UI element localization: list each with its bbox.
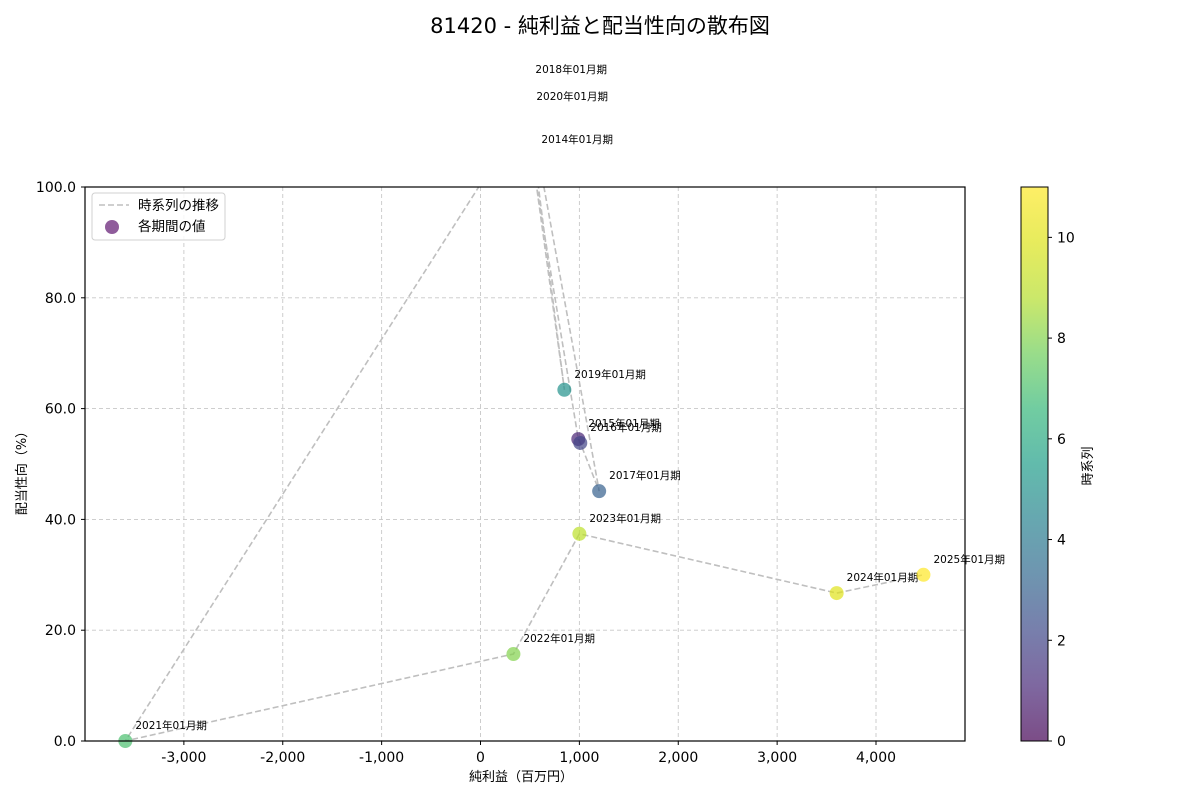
y-axis-ticks: 0.0 20.0 40.0 60.0 80.0 100.0 xyxy=(36,180,85,750)
point-label: 2020年01月期 xyxy=(536,90,608,103)
x-tick-label: 3,000 xyxy=(757,750,797,766)
data-point xyxy=(916,567,931,582)
colorbar-tick-label: 6 xyxy=(1057,432,1066,448)
y-axis-label: 配当性向（%） xyxy=(14,425,30,515)
point-label: 2023年01月期 xyxy=(589,512,661,525)
point-label: 2022年01月期 xyxy=(523,632,595,645)
colorbar: 0 2 4 6 8 10 時系列 xyxy=(1020,186,1096,750)
legend-label-trend: 時系列の推移 xyxy=(138,198,219,214)
y-tick-label: 80.0 xyxy=(45,291,76,307)
colorbar-tick-label: 8 xyxy=(1057,331,1066,347)
colorbar-tick-label: 4 xyxy=(1057,533,1066,549)
point-label: 2015年01月期 xyxy=(588,417,660,430)
colorbar-tick-label: 0 xyxy=(1057,734,1066,750)
data-point xyxy=(506,647,521,662)
x-tick-label: -2,000 xyxy=(260,750,305,766)
x-tick-label: -3,000 xyxy=(161,750,206,766)
x-tick-label: -1,000 xyxy=(359,750,404,766)
y-tick-label: 0.0 xyxy=(54,734,76,750)
legend-marker-icon xyxy=(105,220,119,234)
colorbar-tick-label: 2 xyxy=(1057,633,1066,649)
point-label: 2014年01月期 xyxy=(541,133,613,146)
colorbar-ticks: 0 2 4 6 8 10 xyxy=(1048,230,1075,750)
y-tick-label: 100.0 xyxy=(36,180,76,196)
point-label: 2017年01月期 xyxy=(609,469,681,482)
legend-box xyxy=(91,192,226,241)
x-axis-ticks: -3,000 -2,000 -1,000 0 1,000 2,000 3,000 4,000 xyxy=(161,741,896,766)
colorbar-gradient xyxy=(1021,187,1048,741)
point-label: 2019年01月期 xyxy=(574,368,646,381)
colorbar-frame xyxy=(1020,186,1049,742)
point-label: 2021年01月期 xyxy=(135,719,207,732)
chart-title: 81420 - 純利益と配当性向の散布図 xyxy=(430,14,770,38)
y-tick-label: 60.0 xyxy=(45,402,76,418)
x-tick-label: 4,000 xyxy=(856,750,896,766)
data-point xyxy=(592,484,607,499)
y-tick-label: 20.0 xyxy=(45,623,76,639)
point-label: 2016年01月期 xyxy=(590,421,662,434)
legend-label-values: 各期間の値 xyxy=(138,219,206,235)
data-point xyxy=(572,526,587,541)
x-tick-label: 0 xyxy=(476,750,485,766)
legend: 時系列の推移 各期間の値 xyxy=(91,192,226,241)
plot-frame xyxy=(84,186,966,742)
data-point xyxy=(829,586,844,601)
x-tick-label: 1,000 xyxy=(559,750,599,766)
point-label: 2018年01月期 xyxy=(535,63,607,76)
colorbar-label: 時系列 xyxy=(1081,446,1096,485)
point-label: 2024年01月期 xyxy=(847,571,919,584)
colorbar-tick-label: 10 xyxy=(1057,230,1075,246)
point-label: 2025年01月期 xyxy=(933,553,1005,566)
grid-lines xyxy=(85,186,965,742)
x-axis-label: 純利益（百万円） xyxy=(469,770,573,785)
data-point xyxy=(557,382,572,397)
data-point xyxy=(573,435,588,450)
data-points xyxy=(118,382,931,748)
y-tick-label: 40.0 xyxy=(45,512,76,528)
x-tick-label: 2,000 xyxy=(658,750,698,766)
